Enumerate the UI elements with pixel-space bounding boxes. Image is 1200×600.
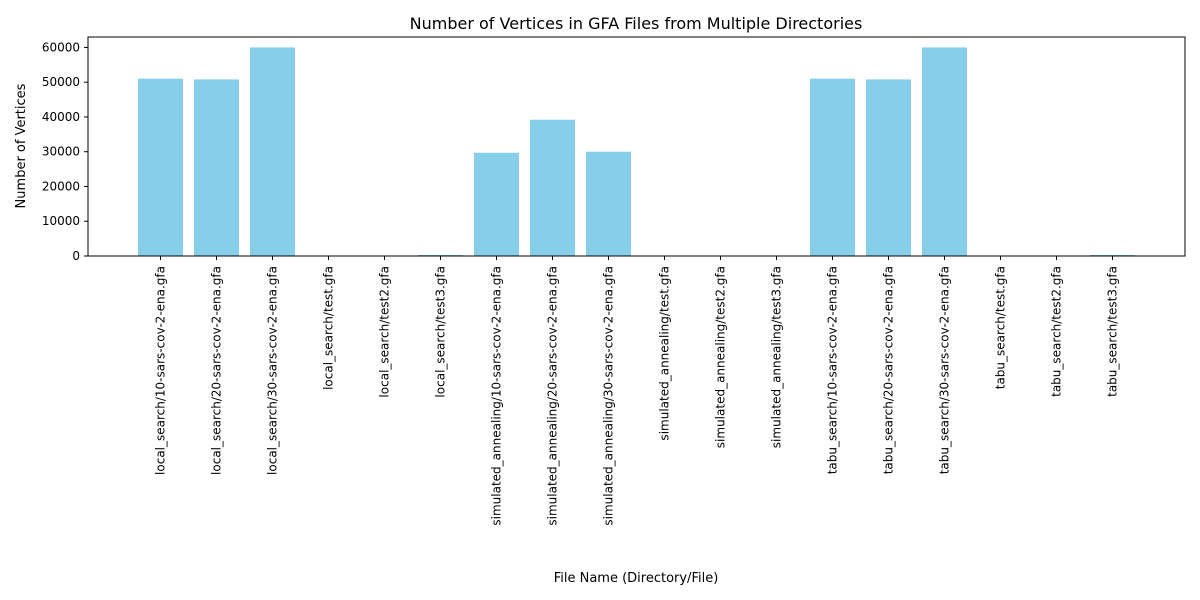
x-tick-label-14: tabu_search/30-sars-cov-2-ena.gfa <box>938 266 952 474</box>
x-tick-label-7: simulated_annealing/20-sars-cov-2-ena.gf… <box>546 266 560 526</box>
x-axis-ticks: local_search/10-sars-cov-2-ena.gfa local_… <box>154 256 1120 526</box>
bar-6 <box>474 152 519 256</box>
x-tick-label-0: local_search/10-sars-cov-2-ena.gfa <box>154 266 168 475</box>
y-tick-label-4: 40000 <box>42 110 80 124</box>
x-tick-label-6: simulated_annealing/10-sars-cov-2-ena.gf… <box>490 266 504 526</box>
x-tick-label-13: tabu_search/20-sars-cov-2-ena.gfa <box>882 266 896 474</box>
y-tick-label-5: 50000 <box>42 75 80 89</box>
bar-1 <box>194 79 239 257</box>
x-tick-label-11: simulated_annealing/test3.gfa <box>770 266 784 448</box>
y-axis-ticks: 0 10000 20000 30000 40000 50000 60000 <box>42 40 88 263</box>
x-tick-label-10: simulated_annealing/test2.gfa <box>714 266 728 448</box>
x-tick-label-3: local_search/test.gfa <box>322 266 336 390</box>
x-tick-label-2: local_search/30-sars-cov-2-ena.gfa <box>266 266 280 475</box>
x-tick-label-15: tabu_search/test.gfa <box>994 266 1008 389</box>
bar-2 <box>250 47 295 256</box>
x-tick-label-16: tabu_search/test2.gfa <box>1050 266 1064 397</box>
y-axis-label: Number of Vertices <box>14 83 29 208</box>
y-tick-label-1: 10000 <box>42 214 80 228</box>
y-tick-label-0: 0 <box>72 249 80 263</box>
bar-8 <box>586 151 631 256</box>
plot-frame <box>87 36 1186 257</box>
y-tick-label-6: 60000 <box>42 40 80 54</box>
bar-7 <box>530 119 575 256</box>
x-tick-label-8: simulated_annealing/30-sars-cov-2-ena.gf… <box>602 266 616 526</box>
y-tick-label-3: 30000 <box>42 145 80 159</box>
x-tick-label-9: simulated_annealing/test.gfa <box>658 266 672 441</box>
bar-17 <box>1090 254 1135 256</box>
bar-13 <box>866 79 911 257</box>
bar-14 <box>922 47 967 256</box>
bar-12 <box>810 78 855 256</box>
bars-group <box>138 47 1135 257</box>
bar-5 <box>418 254 463 256</box>
x-tick-label-17: tabu_search/test3.gfa <box>1106 266 1120 397</box>
x-axis-label: File Name (Directory/File) <box>554 571 719 586</box>
x-tick-label-5: local_search/test3.gfa <box>434 266 448 398</box>
x-tick-label-1: local_search/20-sars-cov-2-ena.gfa <box>210 266 224 475</box>
chart-title: Number of Vertices in GFA Files from Mul… <box>410 14 863 33</box>
bar-0 <box>138 78 183 256</box>
x-tick-label-4: local_search/test2.gfa <box>378 266 392 398</box>
y-tick-label-2: 20000 <box>42 179 80 193</box>
x-tick-label-12: tabu_search/10-sars-cov-2-ena.gfa <box>826 266 840 474</box>
